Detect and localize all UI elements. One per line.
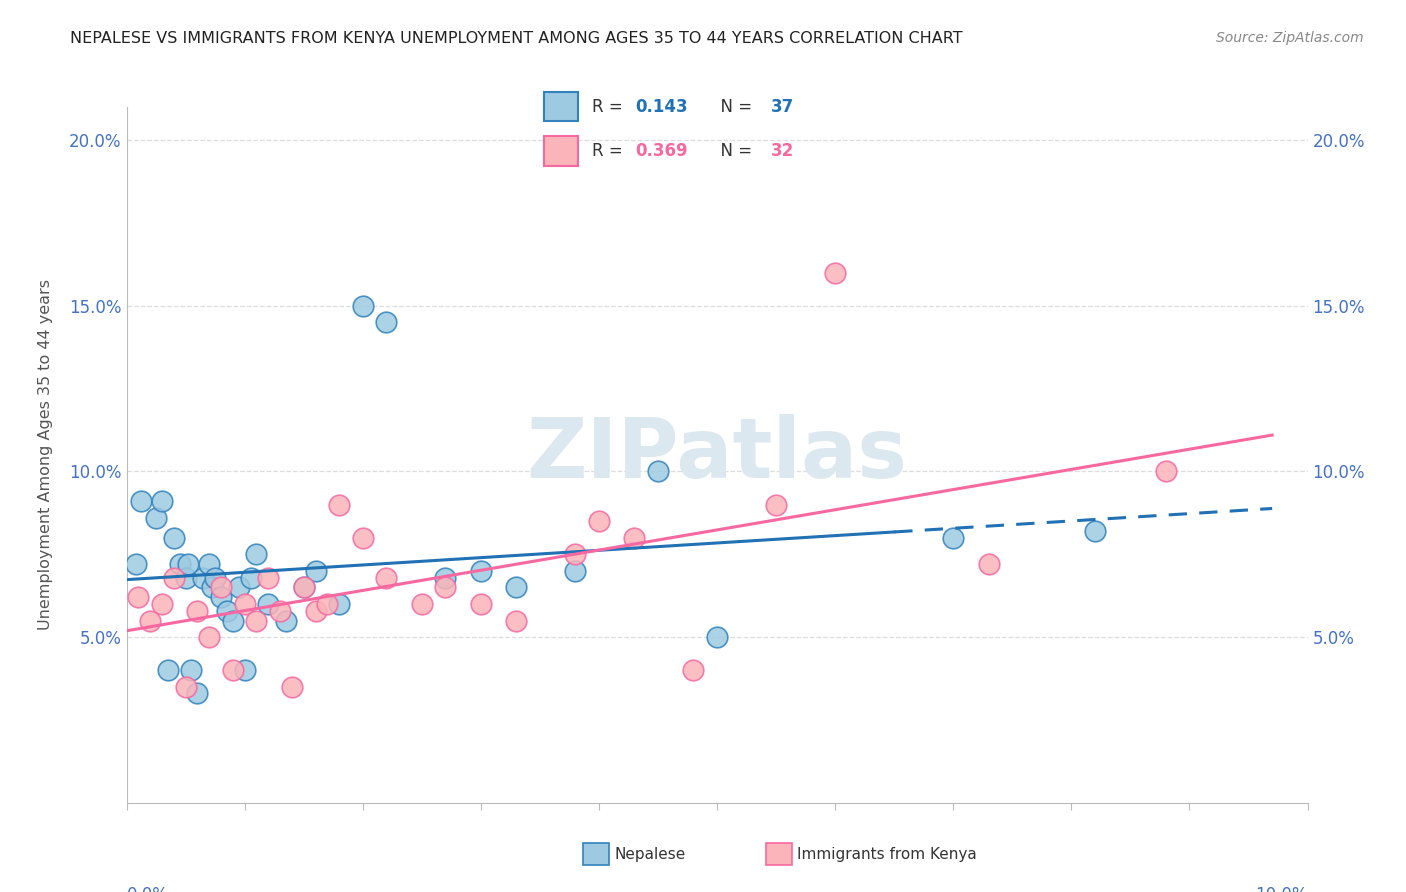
Text: ZIPatlas: ZIPatlas [527, 415, 907, 495]
Text: NEPALESE VS IMMIGRANTS FROM KENYA UNEMPLOYMENT AMONG AGES 35 TO 44 YEARS CORRELA: NEPALESE VS IMMIGRANTS FROM KENYA UNEMPL… [70, 31, 963, 46]
Point [209, 581, 232, 595]
Point [209, 591, 232, 605]
Point [163, 531, 186, 545]
Point [328, 597, 350, 611]
Text: 0.143: 0.143 [636, 98, 688, 116]
Text: 37: 37 [770, 98, 794, 116]
Point [222, 663, 245, 677]
Point [222, 614, 245, 628]
Point [434, 570, 457, 584]
Point [623, 531, 645, 545]
Point [274, 614, 297, 628]
Text: N =: N = [710, 98, 756, 116]
Y-axis label: Unemployment Among Ages 35 to 44 years: Unemployment Among Ages 35 to 44 years [38, 279, 52, 631]
Point [233, 597, 256, 611]
Point [257, 597, 280, 611]
Point [824, 266, 846, 280]
Point [125, 558, 148, 572]
Point [186, 686, 208, 700]
Point [228, 581, 250, 595]
FancyBboxPatch shape [544, 136, 578, 166]
Point [292, 581, 315, 595]
Point [470, 564, 492, 578]
Text: 0.0%: 0.0% [127, 886, 169, 892]
Point [193, 570, 215, 584]
Point [150, 597, 173, 611]
FancyBboxPatch shape [544, 92, 578, 121]
Point [352, 299, 374, 313]
Point [706, 630, 728, 644]
Point [163, 570, 186, 584]
Point [245, 547, 267, 561]
Point [304, 564, 326, 578]
Point [186, 604, 208, 618]
Point [215, 604, 238, 618]
Point [564, 564, 586, 578]
Point [470, 597, 492, 611]
Point [765, 498, 787, 512]
Point [257, 570, 280, 584]
Point [200, 581, 222, 595]
Point [505, 581, 527, 595]
Point [352, 531, 374, 545]
Point [977, 558, 1000, 572]
Point [139, 614, 162, 628]
Text: 32: 32 [770, 142, 794, 160]
Text: Nepalese: Nepalese [614, 847, 686, 862]
Point [942, 531, 965, 545]
Point [682, 663, 704, 677]
Point [564, 547, 586, 561]
Point [180, 663, 202, 677]
Point [304, 604, 326, 618]
Point [174, 680, 197, 694]
Point [411, 597, 433, 611]
Point [174, 570, 197, 584]
Point [169, 558, 191, 572]
Point [129, 494, 152, 508]
Text: 10.0%: 10.0% [1256, 886, 1308, 892]
Text: Immigrants from Kenya: Immigrants from Kenya [797, 847, 977, 862]
Point [269, 604, 291, 618]
Point [245, 614, 267, 628]
Point [375, 570, 398, 584]
Point [127, 591, 149, 605]
Point [281, 680, 304, 694]
Point [647, 465, 669, 479]
Point [1154, 465, 1177, 479]
Point [156, 663, 179, 677]
Point [292, 581, 315, 595]
Point [198, 558, 221, 572]
Point [588, 514, 610, 528]
Text: Source: ZipAtlas.com: Source: ZipAtlas.com [1216, 31, 1364, 45]
Text: 0.369: 0.369 [636, 142, 688, 160]
Point [434, 581, 457, 595]
Point [145, 511, 167, 525]
Point [198, 630, 221, 644]
Point [204, 570, 226, 584]
Point [1084, 524, 1107, 538]
Point [150, 494, 173, 508]
Text: R =: R = [592, 98, 627, 116]
Point [316, 597, 339, 611]
Point [177, 558, 200, 572]
Text: R =: R = [592, 142, 627, 160]
Point [239, 570, 262, 584]
Point [328, 498, 350, 512]
Point [375, 315, 398, 329]
Point [233, 663, 256, 677]
Point [505, 614, 527, 628]
Text: N =: N = [710, 142, 756, 160]
